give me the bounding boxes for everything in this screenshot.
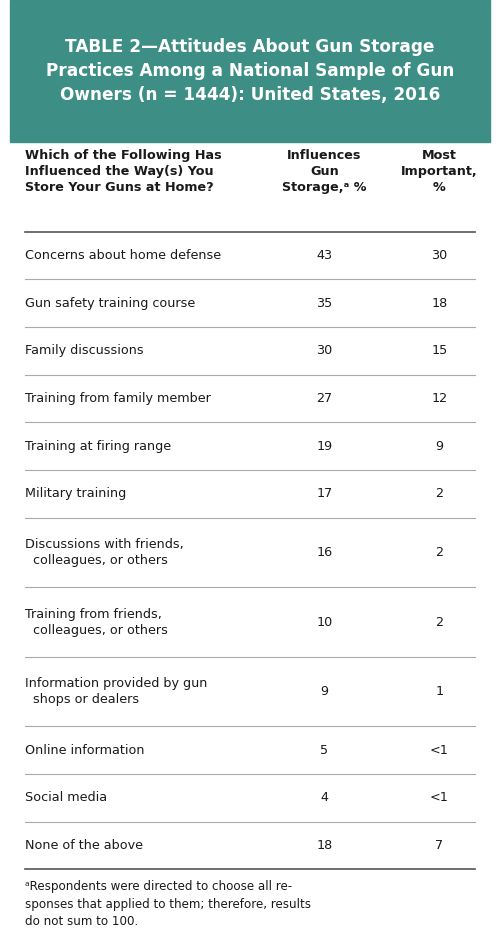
Text: 16: 16 bbox=[316, 546, 332, 559]
FancyBboxPatch shape bbox=[10, 0, 490, 142]
Text: 19: 19 bbox=[316, 440, 332, 453]
Text: 27: 27 bbox=[316, 392, 332, 405]
Text: TABLE 2—Attitudes About Gun Storage
Practices Among a National Sample of Gun
Own: TABLE 2—Attitudes About Gun Storage Prac… bbox=[46, 37, 454, 104]
Text: Military training: Military training bbox=[25, 488, 126, 500]
Text: Discussions with friends,
  colleagues, or others: Discussions with friends, colleagues, or… bbox=[25, 538, 184, 567]
Text: 7: 7 bbox=[435, 839, 444, 852]
Text: 15: 15 bbox=[431, 344, 448, 358]
Text: 18: 18 bbox=[316, 839, 332, 852]
Text: 10: 10 bbox=[316, 616, 332, 629]
Text: 9: 9 bbox=[320, 685, 328, 698]
Text: Family discussions: Family discussions bbox=[25, 344, 144, 358]
Text: 43: 43 bbox=[316, 249, 332, 262]
Text: 2: 2 bbox=[436, 616, 444, 629]
Text: Training from friends,
  colleagues, or others: Training from friends, colleagues, or ot… bbox=[25, 607, 168, 636]
Text: 5: 5 bbox=[320, 744, 328, 757]
Text: 1: 1 bbox=[435, 685, 444, 698]
Text: Social media: Social media bbox=[25, 792, 107, 804]
Text: Concerns about home defense: Concerns about home defense bbox=[25, 249, 221, 262]
Text: 2: 2 bbox=[436, 546, 444, 559]
Text: 30: 30 bbox=[431, 249, 448, 262]
Text: Influences
Gun
Storage,ᵃ %: Influences Gun Storage,ᵃ % bbox=[282, 150, 366, 195]
Text: Training from family member: Training from family member bbox=[25, 392, 210, 405]
Text: None of the above: None of the above bbox=[25, 839, 143, 852]
Text: Information provided by gun
  shops or dealers: Information provided by gun shops or dea… bbox=[25, 677, 207, 706]
Text: 2: 2 bbox=[436, 488, 444, 500]
Text: Which of the Following Has
Influenced the Way(s) You
Store Your Guns at Home?: Which of the Following Has Influenced th… bbox=[25, 150, 222, 195]
Text: 17: 17 bbox=[316, 488, 332, 500]
Text: ᵃRespondents were directed to choose all re-
sponses that applied to them; there: ᵃRespondents were directed to choose all… bbox=[25, 881, 311, 929]
Text: Most
Important,
%: Most Important, % bbox=[401, 150, 477, 195]
Text: 18: 18 bbox=[431, 297, 448, 310]
Text: 4: 4 bbox=[320, 792, 328, 804]
Text: 12: 12 bbox=[431, 392, 448, 405]
Text: Gun safety training course: Gun safety training course bbox=[25, 297, 195, 310]
Text: 9: 9 bbox=[436, 440, 444, 453]
Text: Training at firing range: Training at firing range bbox=[25, 440, 171, 453]
Text: 30: 30 bbox=[316, 344, 332, 358]
Text: <1: <1 bbox=[430, 792, 448, 804]
Text: 35: 35 bbox=[316, 297, 332, 310]
Text: Online information: Online information bbox=[25, 744, 144, 757]
Text: <1: <1 bbox=[430, 744, 448, 757]
